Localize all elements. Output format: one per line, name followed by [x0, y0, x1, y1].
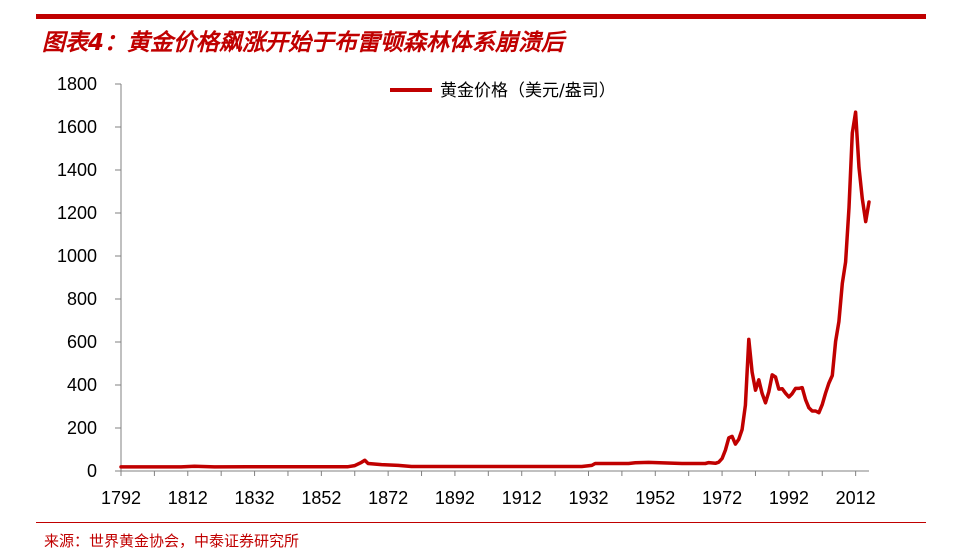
- series-layer: [119, 110, 871, 469]
- y-tick-label: 0: [87, 461, 97, 481]
- x-tick-label: 1992: [769, 488, 809, 508]
- y-tick-label: 600: [67, 332, 97, 352]
- y-axis: 0 200 400 600 800 1000 1200 1400 1600 1800: [57, 74, 122, 481]
- y-tick-label: 1200: [57, 203, 97, 223]
- y-tick-label: 1000: [57, 246, 97, 266]
- source-note: 来源：世界黄金协会，中泰证券研究所: [44, 532, 300, 550]
- x-tick-label: 1952: [635, 488, 675, 508]
- title-top-rule: [36, 14, 926, 19]
- x-axis: 1792 1812 1832 1852 1872 1892 1912 1932 1952 1972…: [101, 470, 876, 508]
- y-tick-label: 1400: [57, 160, 97, 180]
- x-tick-label: 1912: [502, 488, 542, 508]
- y-tick-label: 200: [67, 418, 97, 438]
- y-tick-label: 400: [67, 375, 97, 395]
- x-tick-label: 1812: [168, 488, 208, 508]
- x-tick-label: 1832: [235, 488, 275, 508]
- x-tick-label: 1892: [435, 488, 475, 508]
- legend-label: 黄金价格（美元/盎司）: [440, 81, 616, 101]
- y-tick-label: 1600: [57, 117, 97, 137]
- x-tick-label: 1872: [368, 488, 408, 508]
- source-top-rule: [36, 522, 926, 523]
- x-tick-label: 1932: [568, 488, 608, 508]
- x-tick-label: 2012: [836, 488, 876, 508]
- legend: 黄金价格（美元/盎司）: [390, 81, 616, 101]
- x-tick-label: 1792: [101, 488, 141, 508]
- x-tick-label: 1852: [301, 488, 341, 508]
- x-tick-label: 1972: [702, 488, 742, 508]
- y-tick-label: 1800: [57, 74, 97, 94]
- figure-title: 图表4：黄金价格飙涨开始于布雷顿森林体系崩溃后: [42, 30, 565, 56]
- y-tick-label: 800: [67, 289, 97, 309]
- series-line-gold-price: [119, 110, 871, 469]
